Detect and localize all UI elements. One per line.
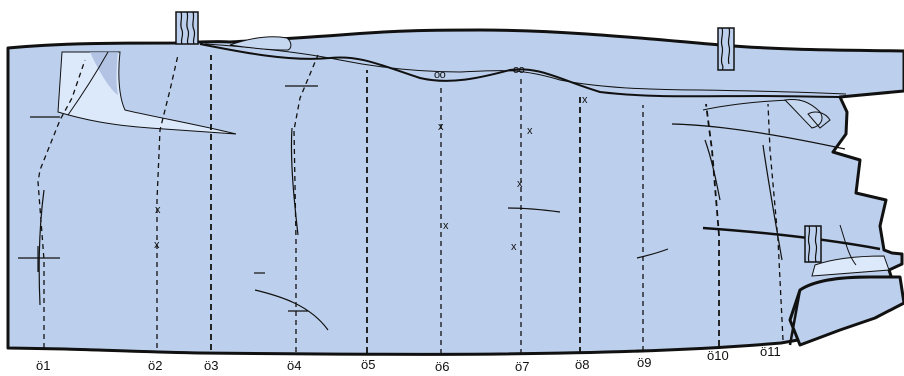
lower-right-notch [811, 255, 890, 277]
right-wedge-2 [807, 111, 831, 129]
cross-mark: x [517, 178, 523, 190]
wedge-edge-curve [67, 51, 109, 116]
double-circle-mark: oo [513, 64, 525, 76]
feature-line-3 [254, 289, 329, 331]
feature-line-4 [507, 207, 561, 213]
lower-right-piece [788, 275, 904, 347]
main-body-shape [6, 28, 904, 356]
right-block-line-2 [702, 226, 881, 251]
section-label-o7: ö7 [515, 359, 529, 374]
section-label-o10: ö10 [707, 348, 729, 363]
cross-mark: x [438, 121, 444, 133]
feature-line-1 [38, 189, 45, 306]
post-icon [717, 27, 735, 71]
section-label-o3: ö3 [204, 358, 218, 373]
feature-line-2 [290, 127, 299, 236]
section-label-o5: ö5 [361, 357, 375, 372]
section-label-o11: ö11 [760, 344, 781, 359]
post-icon [175, 11, 199, 45]
cross-mark: x [582, 94, 588, 106]
top-hump [229, 36, 292, 51]
cross-mark: x [527, 125, 533, 137]
section-label-o8: ö8 [575, 357, 589, 372]
section-label-o6: ö6 [435, 359, 449, 374]
feature-line-5 [636, 248, 669, 259]
section-line [156, 54, 179, 348]
cross-mark: x [155, 204, 161, 216]
feature-line-6 [704, 139, 721, 201]
section-line [293, 54, 319, 352]
section-line [705, 103, 720, 346]
double-circle-mark: oo [434, 69, 446, 81]
section-label-o9: ö9 [637, 355, 651, 370]
cross-marks: x x x x x x x x [154, 94, 588, 253]
cross-mark: x [511, 241, 517, 253]
section-label-o2: ö2 [148, 358, 162, 373]
crosshair-bottom-left [18, 246, 60, 272]
post-icon [804, 225, 822, 263]
right-block-line-1 [671, 123, 846, 150]
section-line [767, 103, 784, 341]
cross-mark: x [154, 239, 160, 251]
section-lines [37, 54, 784, 354]
wedge-highlight [90, 52, 118, 95]
right-wedge [783, 99, 823, 129]
lower-right-gap [788, 289, 802, 346]
section-label-o1: ö1 [36, 358, 50, 373]
top-band-inner [204, 43, 847, 95]
right-small-curve [839, 224, 857, 266]
cross-mark: x [443, 220, 449, 232]
section-label-o4: ö4 [287, 358, 301, 373]
feature-line-7 [762, 144, 783, 261]
